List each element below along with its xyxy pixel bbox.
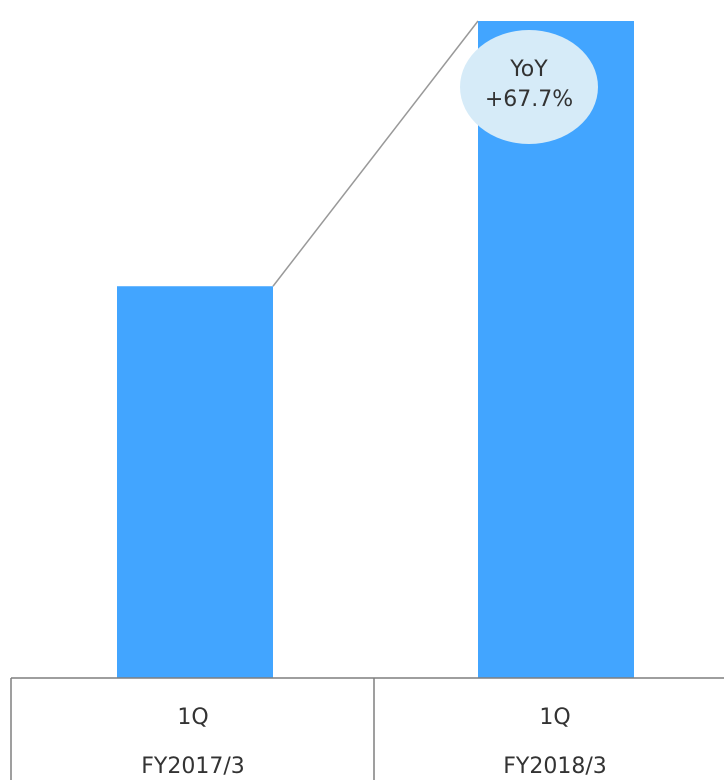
yoy-badge-ellipse bbox=[460, 30, 598, 144]
bar-fy2017 bbox=[117, 286, 273, 678]
yoy-badge: YoY +67.7% bbox=[460, 30, 598, 144]
yoy-label: YoY bbox=[509, 57, 548, 82]
category-year-1: FY2018/3 bbox=[503, 754, 607, 779]
category-year-0: FY2017/3 bbox=[141, 754, 245, 779]
category-period-0: 1Q bbox=[177, 705, 208, 730]
category-period-1: 1Q bbox=[539, 705, 570, 730]
category-table: 1Q FY2017/3 1Q FY2018/3 bbox=[10, 677, 724, 780]
yoy-value: +67.7% bbox=[485, 87, 573, 112]
yoy-connector-line bbox=[272, 20, 479, 287]
